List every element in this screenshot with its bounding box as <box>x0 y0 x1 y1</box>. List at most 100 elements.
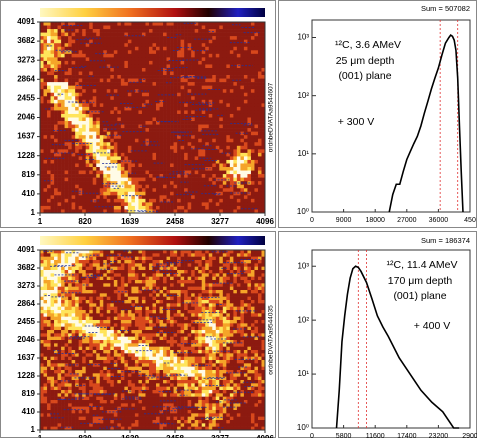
heatmap-cell <box>163 61 167 65</box>
heatmap-cell <box>40 263 44 267</box>
heatmap-cell <box>114 146 118 150</box>
heatmap-cell <box>103 174 107 178</box>
heatmap-cell <box>135 192 139 196</box>
heatmap-cell <box>103 185 107 189</box>
heatmap-cell <box>212 33 216 37</box>
heatmap-cell <box>100 75 104 79</box>
heatmap-cell <box>184 290 188 294</box>
heatmap-cell <box>233 280 237 284</box>
heatmap-cell <box>96 100 100 104</box>
heatmap-cell <box>258 174 262 178</box>
heatmap-cell <box>131 188 135 192</box>
heatmap-cell <box>184 22 188 26</box>
heatmap-cell <box>145 121 149 125</box>
heatmap-cell <box>128 181 132 185</box>
heatmap-cell <box>240 135 244 139</box>
heatmap-cell <box>65 118 69 122</box>
heatmap-cell <box>216 185 220 189</box>
heatmap-cell <box>117 257 121 261</box>
heatmap-cell <box>79 103 83 107</box>
heatmap-cell <box>240 110 244 114</box>
heatmap-cell <box>54 178 58 182</box>
heatmap-cell <box>96 297 100 301</box>
heatmap-cell <box>82 86 86 90</box>
heatmap-cell <box>149 79 153 83</box>
heatmap-cell <box>219 135 223 139</box>
heatmap-cell <box>226 307 230 311</box>
heatmap-cell <box>251 303 255 307</box>
heatmap-cell <box>167 114 171 118</box>
heatmap-cell <box>58 181 62 185</box>
heatmap-cell <box>177 153 181 157</box>
heatmap-cell <box>198 185 202 189</box>
heatmap-cell <box>79 89 83 93</box>
heatmap-cell <box>72 163 76 167</box>
heatmap-cell <box>209 33 213 37</box>
heatmap-cell <box>117 195 121 199</box>
heatmap-cell <box>212 267 216 271</box>
heatmap-cell <box>216 307 220 311</box>
heatmap-cell <box>114 103 118 107</box>
heatmap-cell <box>188 50 192 54</box>
heatmap-cell <box>100 156 104 160</box>
heatmap-cell <box>216 86 220 90</box>
heatmap-cell <box>114 54 118 58</box>
heatmap-cell <box>209 153 213 157</box>
heatmap-cell <box>177 68 181 72</box>
heatmap-cell <box>142 280 146 284</box>
heatmap-cell <box>209 167 213 171</box>
heatmap-cell <box>131 156 135 160</box>
heatmap-cell <box>117 167 121 171</box>
heatmap-cell <box>216 283 220 287</box>
heatmap-cell <box>96 125 100 129</box>
heatmap-cell <box>44 139 48 143</box>
heatmap-cell <box>160 253 164 257</box>
heatmap-cell <box>103 139 107 143</box>
heatmap-cell <box>149 290 153 294</box>
heatmap-cell <box>230 300 234 304</box>
heatmap-cell <box>107 96 111 100</box>
heatmap-cell <box>226 93 230 97</box>
heatmap-cell <box>209 86 213 90</box>
heatmap-cell <box>40 64 44 68</box>
heatmap-cell <box>251 185 255 189</box>
heatmap-cell <box>131 273 135 277</box>
heatmap-cell <box>156 163 160 167</box>
heatmap-cell <box>160 260 164 264</box>
heatmap-cell <box>181 283 185 287</box>
heatmap-cell <box>96 29 100 33</box>
heatmap-cell <box>251 174 255 178</box>
heatmap-cell <box>100 54 104 58</box>
heatmap-cell <box>145 114 149 118</box>
heatmap-cell <box>198 86 202 90</box>
heatmap-cell <box>177 96 181 100</box>
heatmap-cell <box>124 293 128 297</box>
heatmap-cell <box>138 313 142 317</box>
heatmap-cell <box>110 202 114 206</box>
heatmap-cell <box>110 250 114 254</box>
heatmap-cell <box>254 163 258 167</box>
heatmap-cell <box>258 253 262 257</box>
heatmap-cell <box>223 192 227 196</box>
heatmap-cell <box>251 146 255 150</box>
heatmap-cell <box>58 139 62 143</box>
heatmap-cell <box>191 250 195 254</box>
heatmap-cell <box>258 181 262 185</box>
heatmap-cell <box>247 72 251 76</box>
heatmap-cell <box>230 160 234 164</box>
heatmap-cell <box>254 160 258 164</box>
heatmap-cell <box>223 174 227 178</box>
heatmap-cell <box>110 156 114 160</box>
heatmap-cell <box>251 43 255 47</box>
heatmap-cell <box>145 199 149 203</box>
heatmap-cell <box>226 206 230 210</box>
heatmap-cell <box>233 297 237 301</box>
heatmap-cell <box>209 290 213 294</box>
heatmap-cell <box>188 317 192 321</box>
heatmap-cell <box>131 142 135 146</box>
heatmap-cell <box>79 178 83 182</box>
heatmap-cell <box>100 110 104 114</box>
heatmap-cell <box>247 171 251 175</box>
heatmap-cell <box>254 313 258 317</box>
heatmap-cell <box>110 29 114 33</box>
